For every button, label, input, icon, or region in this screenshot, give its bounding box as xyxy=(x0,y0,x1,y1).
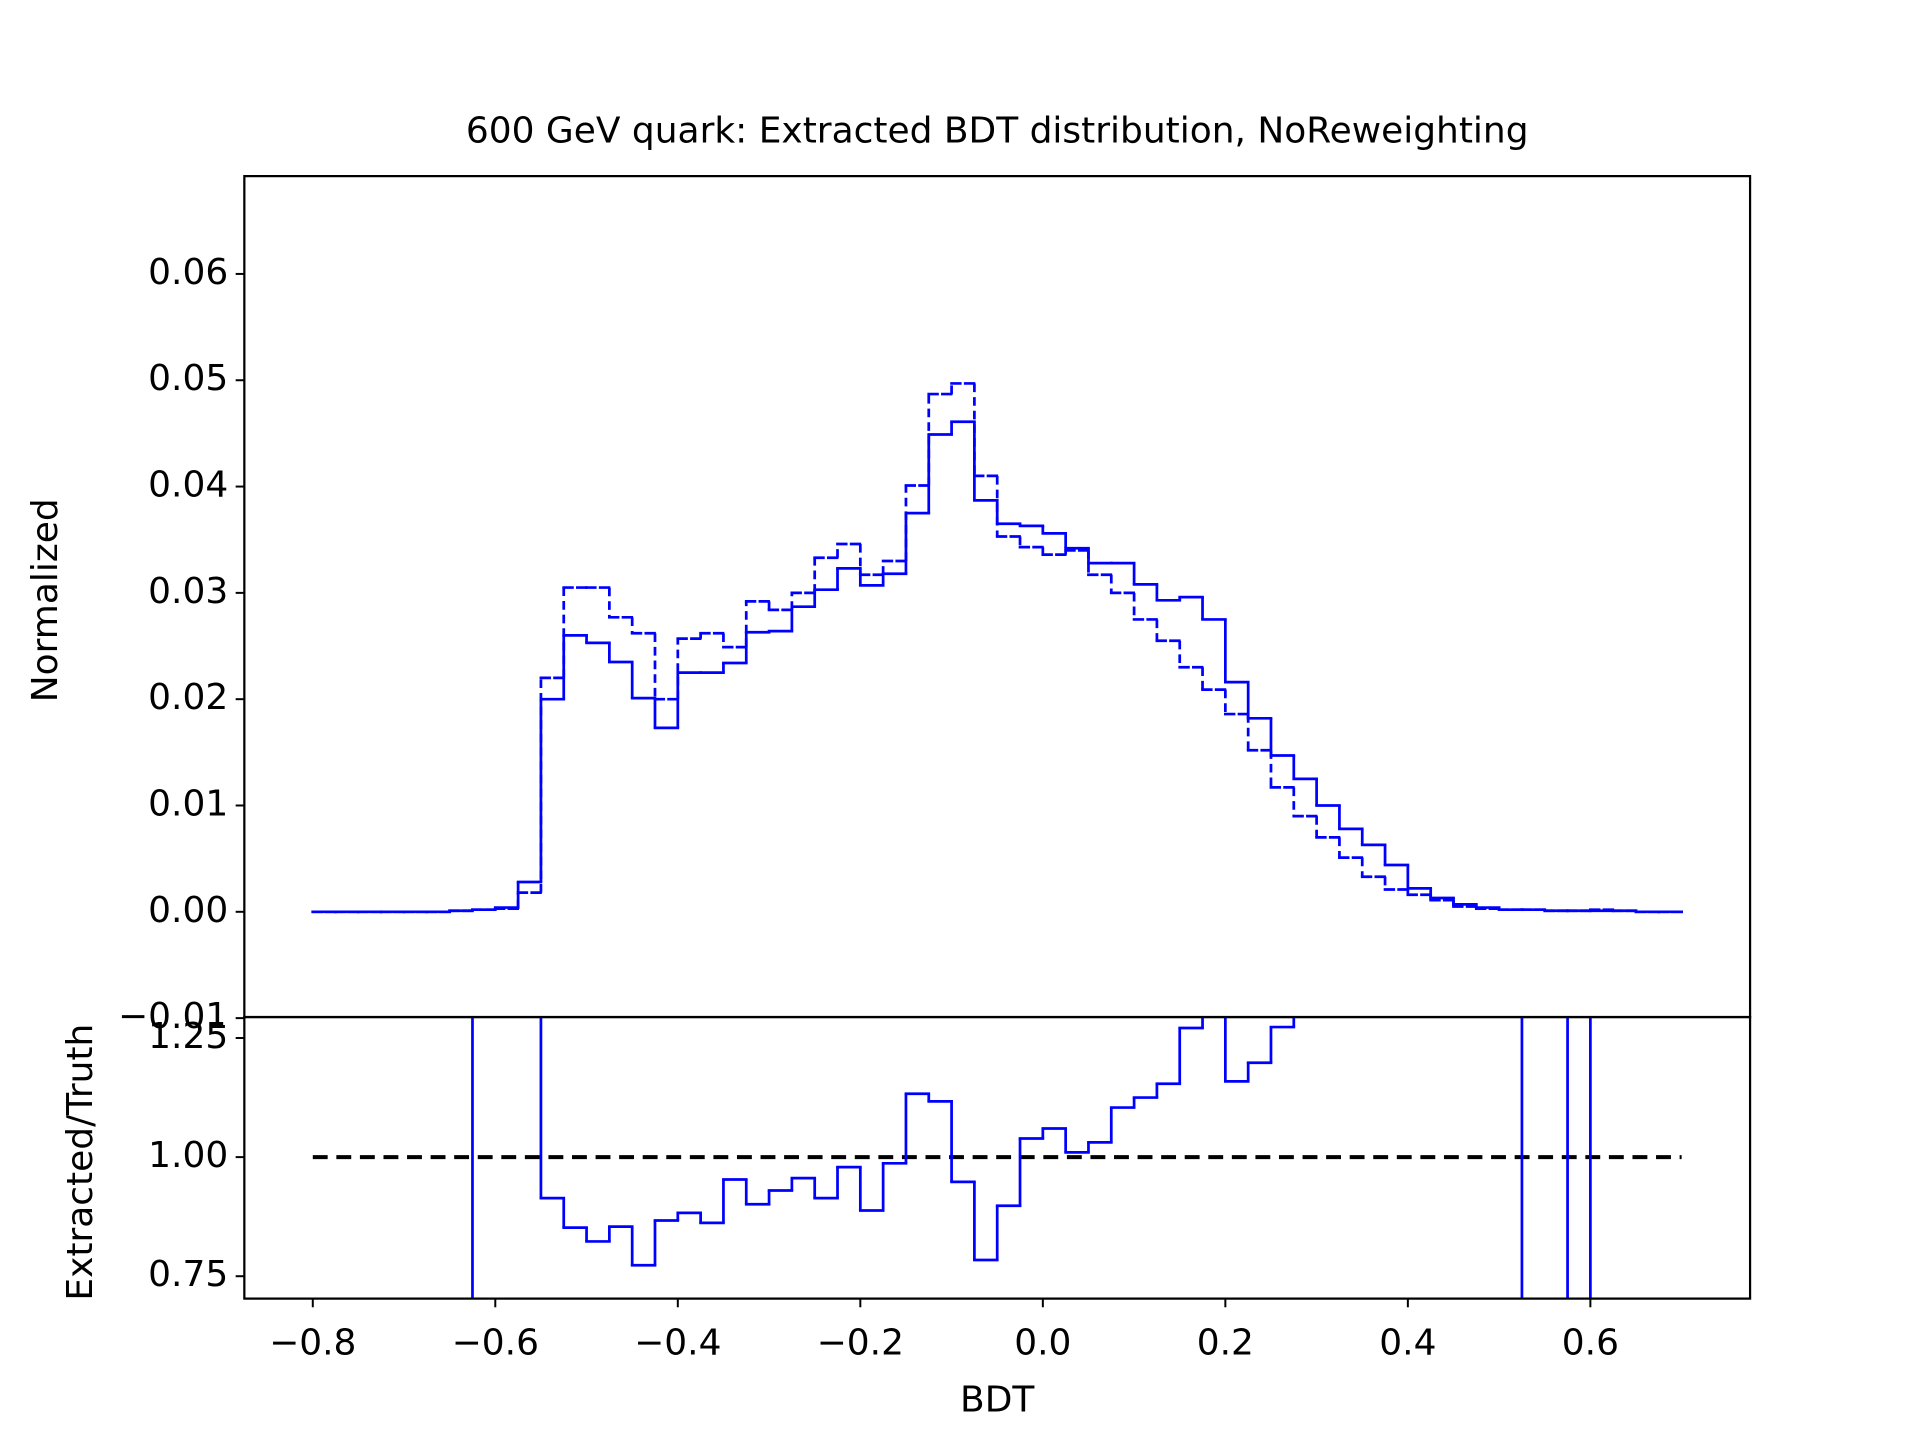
y-axis-label: Extracted/Truth xyxy=(60,1024,101,1301)
chart-title: 600 GeV quark: Extracted BDT distributio… xyxy=(466,111,1529,152)
y-tick-label: 0.02 xyxy=(148,677,228,718)
x-tick-label: 0.6 xyxy=(1562,1322,1619,1363)
y-tick-label: 0.05 xyxy=(148,358,228,399)
x-tick-label: 0.0 xyxy=(1014,1322,1071,1363)
y-tick-label: −0.01 xyxy=(118,996,228,1037)
y-tick-label: 1.00 xyxy=(148,1135,228,1176)
x-tick-label: −0.2 xyxy=(817,1322,904,1363)
y-tick-label: 0.00 xyxy=(148,890,228,931)
x-tick-label: 0.2 xyxy=(1197,1322,1254,1363)
y-tick-label: 1.25 xyxy=(148,1016,228,1057)
y-tick-label: 0.01 xyxy=(148,783,228,824)
y-tick-label: 0.06 xyxy=(148,252,228,293)
x-tick-label: −0.8 xyxy=(269,1322,356,1363)
x-tick-label: −0.6 xyxy=(452,1322,539,1363)
y-tick-label: 0.03 xyxy=(148,571,228,612)
axes-frame xyxy=(243,175,1752,1019)
plot-area xyxy=(312,1017,1682,1299)
plot-area xyxy=(311,382,1683,914)
x-axis-label: BDT xyxy=(960,1380,1035,1421)
y-axis-label: Normalized xyxy=(25,498,66,702)
y-tick-label: 0.75 xyxy=(148,1254,228,1295)
y-tick-label: 0.04 xyxy=(148,465,228,506)
x-tick-label: −0.4 xyxy=(634,1322,721,1363)
x-tick-label: 0.4 xyxy=(1379,1322,1436,1363)
